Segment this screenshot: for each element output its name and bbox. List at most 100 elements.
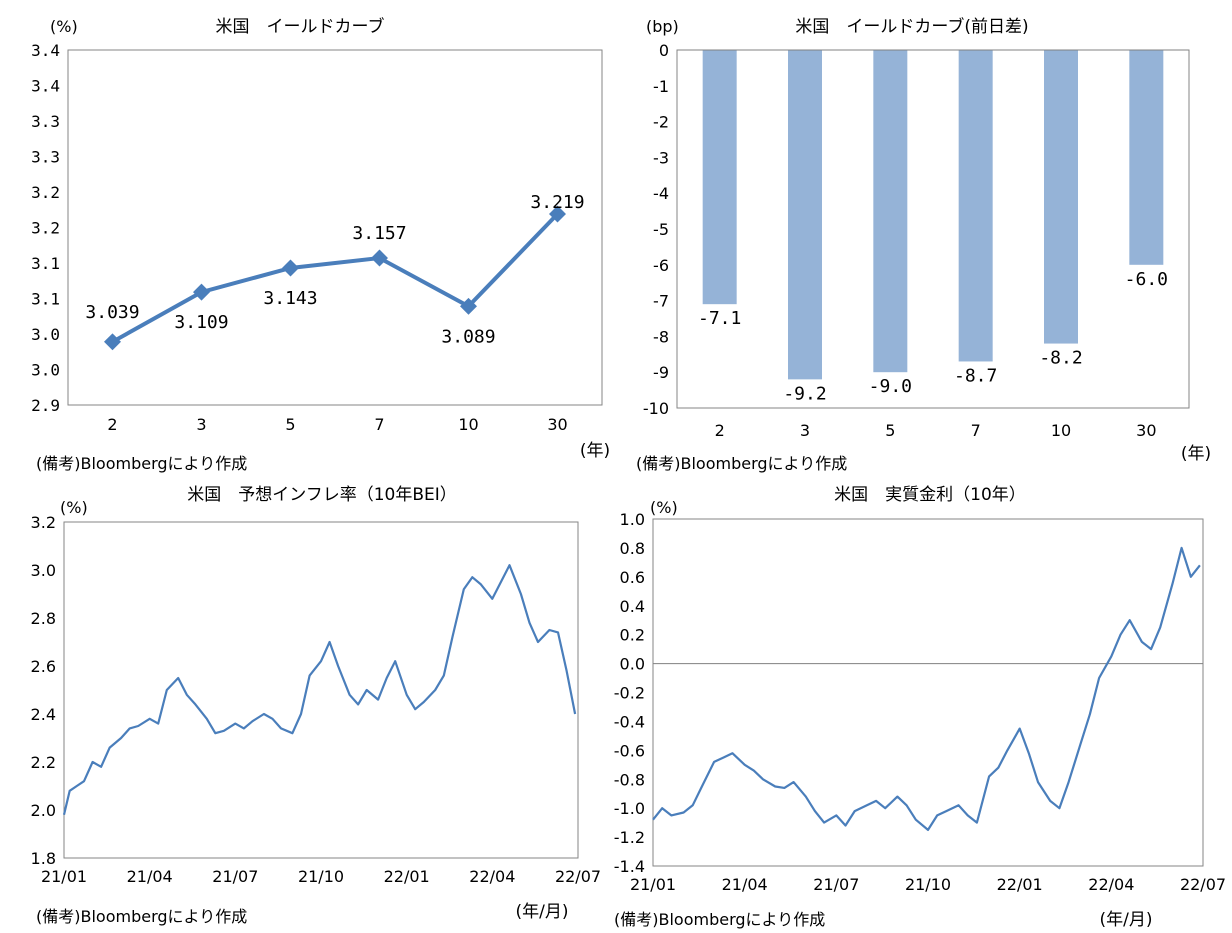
data-label: 3.109 (174, 312, 228, 333)
x-tick-label: 21/04 (127, 867, 173, 886)
y-tick-label: 3.3 (31, 148, 60, 167)
y-tick-label: 2.2 (31, 753, 56, 772)
y-tick-label: 3.2 (31, 513, 56, 532)
y-tick-label: 3.2 (31, 183, 60, 202)
x-tick-label: 22/01 (384, 867, 430, 886)
y-tick-label: 0.6 (620, 568, 645, 587)
y-tick-label: -3 (653, 148, 669, 167)
x-tick-label: 22/04 (1088, 875, 1134, 894)
plot-area (676, 49, 1190, 409)
y-tick-label: 0.0 (620, 655, 645, 674)
y-tick-label: 1.8 (31, 849, 56, 868)
x-tick-label: 21/01 (630, 875, 676, 894)
x-tick-label: 7 (374, 415, 384, 434)
y-tick-label: -0.2 (614, 684, 645, 703)
data-point-marker (549, 205, 566, 223)
data-point-marker (371, 249, 388, 267)
y-tick-label: -4 (653, 184, 669, 203)
x-unit-label: (年) (580, 441, 610, 461)
y-tick-label: -1.0 (614, 799, 645, 818)
series-line (111, 212, 559, 344)
y-tick-label: 3.1 (31, 254, 60, 273)
x-tick-label: 21/10 (905, 875, 951, 894)
y-axis-ticks: 0 -1 -2 -3 -4 -5 -6 -7 -8 -9 -10 (643, 41, 669, 418)
y-tick-label: -5 (653, 220, 669, 239)
x-axis-ticks: 2 3 5 7 10 30 (715, 421, 1157, 440)
bar (788, 50, 822, 380)
data-markers (104, 205, 566, 351)
y-tick-label: -2 (653, 113, 669, 132)
y-axis-ticks: 1.8 2.0 2.2 2.4 2.6 2.8 3.0 3.2 (31, 513, 56, 868)
x-tick-label: 22/04 (469, 867, 515, 886)
y-tick-label: 3.1 (31, 290, 60, 309)
x-unit-label: (年/月) (1100, 910, 1153, 930)
panel-yield-change: 米国 イールドカーブ(前日差) (bp) 0 -1 -2 -3 -4 -5 -6 -7 -8 -9… (636, 16, 1211, 473)
y-tick-label: -0.6 (614, 741, 645, 760)
x-tick-label: 21/07 (813, 875, 859, 894)
y-tick-label: -9 (653, 363, 669, 382)
data-label: -6.0 (1125, 269, 1168, 290)
data-label: -9.0 (869, 376, 912, 397)
bar (1044, 50, 1078, 344)
panel-breakeven-inflation: 米国 予想インフレ率（10年BEI） (%) 1.8 2.0 2.2 2.4 2.6 2.… (31, 485, 602, 926)
data-label: -8.7 (954, 365, 997, 386)
chart-title: 米国 イールドカーブ (216, 16, 385, 37)
bar (1129, 50, 1164, 265)
y-tick-label: 1.0 (620, 510, 645, 529)
bar (958, 50, 993, 362)
x-tick-label: 2 (715, 421, 725, 440)
source-note: (備考)Bloombergにより作成 (36, 907, 247, 926)
y-tick-label: 3.4 (31, 41, 60, 60)
y-tick-label: 3.0 (31, 361, 60, 380)
y-tick-label: -6 (653, 256, 669, 275)
y-tick-label: 3.4 (31, 77, 60, 96)
x-tick-label: 21/01 (41, 867, 87, 886)
x-tick-label: 30 (547, 415, 567, 434)
y-tick-label: 2.9 (31, 396, 60, 415)
y-tick-label: 0.8 (620, 539, 645, 558)
y-tick-label: -10 (643, 399, 669, 418)
plot-area (652, 518, 1204, 867)
data-labels: -7.1 -9.2 -9.0 -8.7 -8.2 -6.0 (698, 269, 1168, 405)
y-tick-label: 2.0 (31, 801, 56, 820)
chart-title: 米国 実質金利（10年） (834, 485, 1026, 505)
data-label: 3.143 (263, 288, 317, 309)
source-note: (備考)Bloombergにより作成 (36, 454, 247, 473)
bar (702, 50, 737, 305)
x-tick-label: 21/04 (722, 875, 768, 894)
x-tick-label: 21/10 (298, 867, 344, 886)
plot-area (63, 521, 579, 859)
y-tick-label: -1 (653, 77, 669, 96)
data-label: -7.1 (698, 308, 741, 329)
y-unit-label: (%) (650, 498, 678, 517)
y-tick-label: 3.3 (31, 112, 60, 131)
data-point-marker (193, 283, 210, 301)
y-tick-label: 0 (659, 41, 669, 60)
x-tick-label: 22/07 (555, 867, 601, 886)
y-axis-ticks: -1.4 -1.2 -1.0 -0.8 -0.6 -0.4 -0.2 0.0 0.2 0.4 0.6… (614, 510, 645, 876)
y-tick-label: 0.4 (620, 597, 645, 616)
plot-area (67, 49, 603, 406)
x-tick-label: 22/07 (1180, 875, 1226, 894)
y-tick-label: 3.2 (31, 219, 60, 238)
y-unit-label: (bp) (646, 17, 679, 36)
data-point-marker (282, 259, 299, 277)
y-axis-ticks: 2.9 3.0 3.0 3.1 3.1 3.2 3.2 3.3 3.3 3.4 3.4 (31, 41, 60, 415)
x-tick-label: 3 (800, 421, 810, 440)
chart-title: 米国 予想インフレ率（10年BEI） (187, 485, 457, 505)
y-tick-label: -1.2 (614, 828, 645, 847)
data-labels: 3.039 3.109 3.143 3.157 3.089 3.219 (85, 192, 584, 347)
data-label: 3.039 (85, 302, 139, 323)
panel-yield-curve: 米国 イールドカーブ (%) 2.9 3.0 3.0 3.1 3.1 3.2 3.2 3.3 3… (31, 16, 610, 473)
y-unit-label: (%) (50, 17, 78, 36)
data-label: -8.2 (1039, 348, 1082, 369)
x-unit-label: (年) (1181, 444, 1211, 464)
data-label: -9.2 (783, 383, 826, 404)
y-tick-label: 2.6 (31, 657, 56, 676)
x-tick-label: 5 (885, 421, 895, 440)
y-tick-label: -0.4 (614, 712, 645, 731)
x-axis-ticks: 21/01 21/04 21/07 21/10 22/01 22/04 22/07 (630, 875, 1226, 894)
data-label: 3.089 (441, 326, 495, 347)
source-note: (備考)Bloombergにより作成 (636, 454, 847, 473)
